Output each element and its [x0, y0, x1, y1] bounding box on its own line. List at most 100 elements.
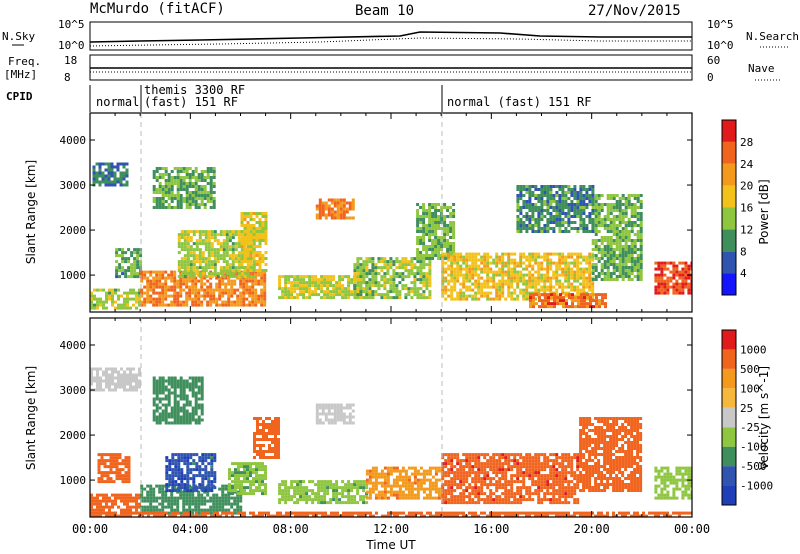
heatmap-cell-15: [573, 194, 577, 197]
heatmap-cell-11: [576, 264, 580, 268]
heatmap-cell-15: [546, 224, 550, 227]
heatmap-cell-4: [186, 459, 190, 463]
heatmap-cell-13: [594, 221, 598, 224]
heatmap-cell-4: [195, 272, 199, 276]
heatmap-cell-6: [277, 453, 280, 456]
heatmap-cell-13: [600, 224, 604, 227]
heatmap-cell-13: [624, 251, 628, 254]
heatmap-cell-7: [167, 388, 171, 392]
heatmap-cell-13: [639, 239, 643, 242]
heatmap-cell-4: [213, 236, 217, 240]
heatmap-cell-1: [115, 248, 119, 252]
heatmap-cell-1: [109, 459, 113, 463]
heatmap-cell-11: [489, 255, 493, 259]
heatmap-cell-14: [690, 282, 692, 286]
heatmap-cell-9: [359, 290, 363, 294]
heatmap-cell-9: [410, 266, 414, 270]
heatmap-cell-9: [371, 275, 375, 279]
heatmap-cell-4: [228, 275, 232, 279]
heatmap-cell-9: [377, 287, 381, 291]
heatmap-cell-3: [260, 300, 264, 304]
heatmap-cell-0: [126, 499, 129, 503]
heatmap-cell-5: [264, 242, 268, 245]
heatmap-cell-3: [200, 285, 204, 289]
heatmap-cell-6: [161, 206, 165, 209]
heatmap-cell-9: [377, 284, 381, 288]
heatmap-cell-2: [111, 367, 114, 371]
heatmap-cell-2: [132, 373, 135, 377]
heatmap-cell-13: [591, 278, 595, 281]
heatmap-cell-2: [119, 174, 123, 178]
heatmap-cell-11: [552, 261, 556, 265]
heatmap-cell-6: [200, 185, 204, 188]
heatmap-cell-13: [630, 224, 634, 227]
heatmap-cell-1: [115, 254, 119, 258]
heatmap-cell-8: [302, 480, 306, 484]
heatmap-cell-2: [90, 367, 93, 371]
heatmap-cell-5: [243, 486, 246, 490]
heatmap-cell-11: [537, 264, 541, 268]
heatmap-cell-7: [179, 406, 183, 410]
heatmap-cell-2: [92, 165, 96, 169]
heatmap-cell-11: [474, 273, 478, 277]
heatmap-cell-8: [287, 486, 291, 490]
heatmap-cell-11: [486, 297, 490, 301]
heatmap-cell-3: [215, 276, 219, 280]
heatmap-cell-15: [582, 230, 586, 233]
heatmap-cell-15: [573, 212, 577, 215]
heatmap-cell-8: [290, 480, 294, 484]
heatmap-cell-4: [168, 477, 172, 481]
heatmap-cell-4: [165, 456, 169, 460]
heatmap-cell-4: [213, 239, 217, 243]
heatmap-cell-11: [441, 279, 445, 283]
heatmap-cell-3: [176, 499, 180, 503]
heatmap-cell-7: [176, 421, 180, 425]
heatmap-cell-6: [161, 200, 165, 203]
nsearch-label: N.Search: [746, 30, 799, 43]
heatmap-cell-0: [99, 493, 102, 497]
heatmap-cell-9: [398, 266, 402, 270]
heatmap-cell-0: [108, 496, 111, 500]
heatmap-cell-15: [591, 197, 595, 200]
heatmap-cell-15: [558, 197, 562, 200]
heatmap-cell-15: [558, 218, 562, 221]
heatmap-cell-6: [179, 206, 183, 209]
heatmap-cell-11: [459, 288, 463, 292]
heatmap-cell-7: [311, 290, 315, 294]
heatmap-cell-0: [99, 303, 102, 307]
heatmap-cell-9: [428, 284, 432, 288]
heatmap-cell-11: [471, 258, 475, 262]
heatmap-cell-15: [570, 203, 574, 206]
heatmap-cell-4: [192, 453, 196, 457]
heatmap-cell-9: [398, 281, 402, 285]
heatmap-cell-4: [165, 471, 169, 475]
heatmap-cell-7: [161, 397, 165, 401]
heatmap-cell-4: [180, 257, 184, 261]
heatmap-cell-8: [293, 480, 297, 484]
heatmap-cell-0: [90, 291, 93, 295]
heatmap-cell-3: [251, 288, 255, 292]
heatmap-cell-9: [407, 272, 411, 276]
heatmap-cell-7: [164, 415, 168, 419]
heatmap-cell-11: [501, 285, 505, 289]
heatmap-cell-11: [537, 255, 541, 259]
heatmap-cell-4: [186, 230, 190, 234]
heatmap-cell-10: [434, 248, 438, 251]
heatmap-cell-7: [161, 382, 165, 386]
heatmap-cell-6: [212, 197, 216, 200]
heatmap-cell-12: [598, 293, 601, 297]
heatmap-cell-13: [594, 278, 598, 281]
heatmap-cell-3: [218, 288, 222, 292]
heatmap-cell-10: [434, 242, 438, 245]
heatmap-cell-4: [213, 480, 217, 484]
heatmap-cell-8: [321, 207, 325, 211]
heatmap-cell-4: [225, 242, 229, 246]
heatmap-cell-13: [621, 227, 625, 230]
heatmap-cell-15: [519, 185, 523, 188]
heatmap-cell-1: [97, 477, 101, 481]
heatmap-cell-3: [188, 496, 192, 500]
heatmap-cell-3: [257, 297, 261, 301]
heatmap-cell-14: [666, 291, 670, 295]
heatmap-cell-7: [152, 391, 156, 395]
heatmap-cell-13: [603, 239, 607, 242]
